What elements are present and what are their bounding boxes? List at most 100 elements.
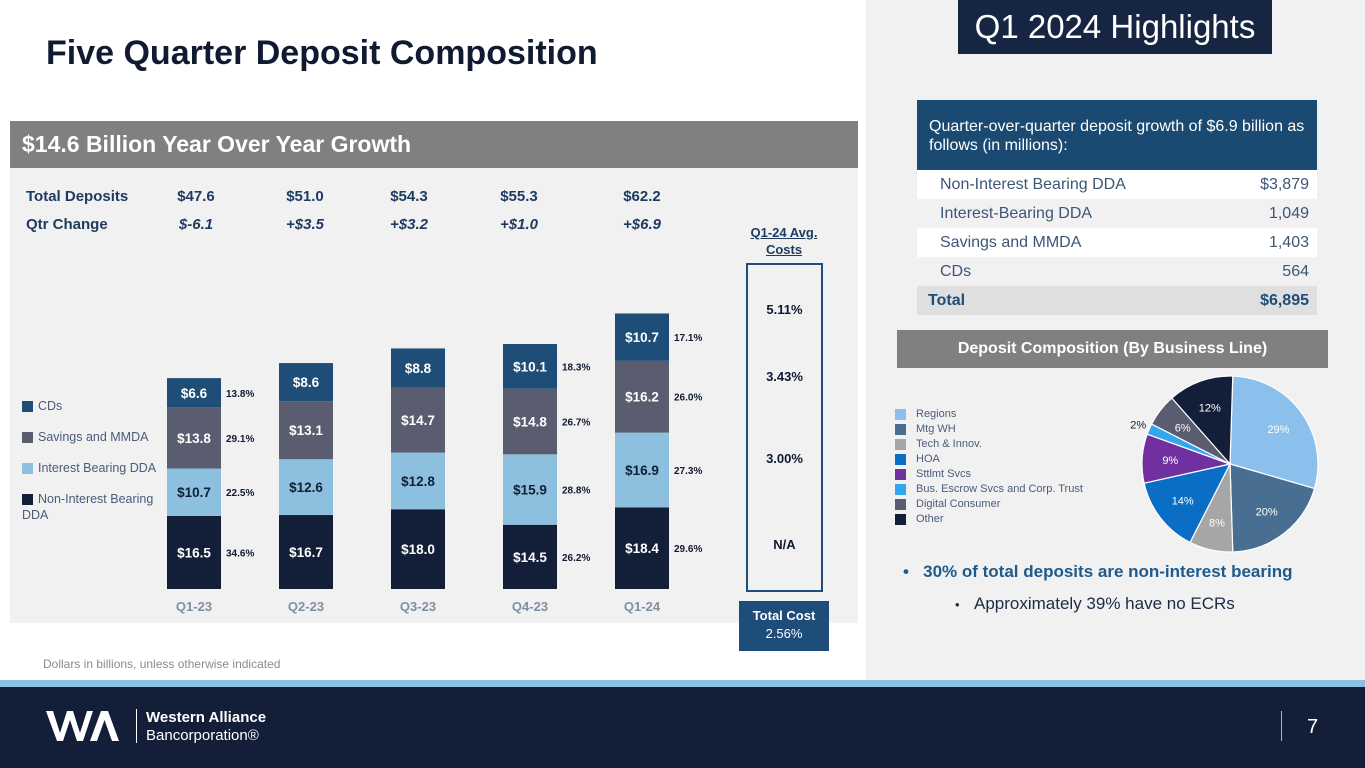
pie-slice-label: 9%: [1162, 455, 1178, 467]
bar-value-label: $13.1: [289, 423, 323, 438]
pie-legend-item: Mtg WH: [895, 422, 1083, 437]
legend-label: CDs: [38, 399, 63, 413]
pie-legend-label: Digital Consumer: [916, 498, 1001, 510]
bar-value-label: $14.8: [513, 415, 547, 430]
bar-pct-label: 13.8%: [226, 389, 254, 400]
pie-legend-swatch: [895, 468, 906, 480]
growth-total-label: Total: [928, 291, 966, 309]
total-cost-box: Total Cost 2.56%: [739, 601, 829, 651]
legend-swatch: [22, 463, 33, 475]
growth-total-row: Total $6,895: [917, 286, 1317, 315]
pie-legend-swatch: [895, 423, 906, 435]
footnote: Dollars in billions, unless otherwise in…: [43, 657, 281, 671]
x-tick-label: Q2-23: [288, 599, 324, 614]
qtr-change-value: +$3.5: [286, 216, 324, 233]
bar-pct-label: 29.1%: [226, 434, 254, 445]
legend-label: Interest Bearing DDA: [38, 461, 157, 475]
bar-value-label: $6.6: [181, 386, 208, 401]
x-tick-label: Q1-23: [176, 599, 212, 614]
bar-segment: [167, 515, 221, 589]
legend-swatch: [22, 494, 33, 506]
bar-pct-label: 26.2%: [562, 553, 590, 564]
pie-legend-item: Sttlmt Svcs: [895, 467, 1083, 482]
pie-slice-label: 20%: [1256, 506, 1278, 518]
pie-slice-label: 6%: [1175, 422, 1191, 434]
pie-legend-item: Digital Consumer: [895, 497, 1083, 512]
total-cost-label: Total Cost: [752, 608, 816, 623]
highlights-label: Q1 2024 Highlights: [958, 0, 1272, 54]
pie-legend-swatch: [895, 498, 906, 510]
bar-pct-label: 18.3%: [562, 362, 590, 373]
pie-legend: Regions Mtg WH Tech & Innov. HOA Sttlmt Svcs…: [895, 407, 1083, 527]
bar-segment: [167, 468, 221, 516]
pie-legend-swatch: [895, 438, 906, 450]
pie-legend-swatch: [895, 483, 906, 495]
bar-value-label: $10.7: [177, 485, 211, 500]
avg-cost-savings: 3.43%: [766, 369, 803, 384]
pie-legend-item: Regions: [895, 407, 1083, 422]
pie-legend-label: Sttlmt Svcs: [916, 468, 972, 480]
pie-slice-label: 12%: [1199, 403, 1221, 415]
bar-segment: [391, 387, 445, 453]
pie-chart: 29% 20% 8% 14% 9% 2% 6% 12%: [1130, 375, 1319, 553]
bar-value-label: $12.6: [289, 480, 323, 495]
footer-bar: [0, 687, 1365, 768]
bar-value-label: $16.7: [289, 545, 323, 560]
x-tick-label: Q1-24: [624, 599, 661, 614]
page-title: Five Quarter Deposit Composition: [46, 34, 598, 72]
growth-banner: $14.6 Billion Year Over Year Growth: [10, 121, 858, 168]
legend-swatch: [22, 401, 33, 413]
bar-value-label: $10.7: [625, 330, 659, 345]
bar-value-label: $14.5: [513, 550, 547, 565]
stacked-bar-chart: $16.5 34.6% $10.7 22.5% $13.8 29.1% $6.6 13.8% Q…: [167, 313, 702, 614]
bullet-text: Approximately 39% have no ECRs: [974, 594, 1235, 613]
bar-segment: [279, 459, 333, 516]
bar-segment: [279, 515, 333, 589]
bar-value-label: $16.5: [177, 545, 211, 560]
total-deposit-value: $55.3: [500, 188, 538, 205]
pie-legend-label: Tech & Innov.: [916, 438, 982, 450]
bar-segment: [391, 509, 445, 589]
bar-value-label: $15.9: [513, 483, 547, 498]
pie-slice-label: 14%: [1172, 496, 1194, 508]
total-cost-value: 2.56%: [765, 626, 803, 641]
bar-pct-label: 26.0%: [674, 393, 702, 404]
bar-pct-label: 17.1%: [674, 333, 702, 344]
pie-legend-label: HOA: [916, 453, 940, 465]
composition-header: Deposit Composition (By Business Line): [897, 330, 1328, 368]
growth-row-label: Interest-Bearing DDA: [940, 204, 1093, 222]
bar-pct-label: 28.8%: [562, 486, 590, 497]
pie-legend-label: Other: [916, 513, 944, 525]
legend-label: Savings and MMDA: [38, 430, 149, 444]
x-tick-label: Q4-23: [512, 599, 548, 614]
bar-segment: [391, 348, 445, 388]
growth-row-label: Savings and MMDA: [940, 233, 1082, 251]
avg-cost-non-interest: N/A: [773, 537, 796, 552]
growth-row: Savings and MMDA 1,403: [917, 228, 1317, 257]
qtr-change-value: $-6.1: [178, 216, 214, 233]
total-deposit-value: $62.2: [623, 188, 661, 205]
growth-row: Non-Interest Bearing DDA $3,879: [917, 170, 1317, 199]
growth-row-label: CDs: [940, 262, 972, 280]
bar-value-label: $13.8: [177, 431, 211, 446]
avg-cost-interest-bearing: 3.00%: [766, 451, 803, 466]
pie-legend-label: Regions: [916, 408, 957, 420]
bar-value-label: $8.8: [405, 361, 432, 376]
growth-total-value: $6,895: [1260, 291, 1309, 309]
qtr-change-label: Qtr Change: [26, 216, 108, 233]
bar-segment: [615, 360, 669, 433]
legend-swatch: [22, 432, 33, 444]
growth-row-value: 1,049: [1268, 204, 1309, 222]
bar-pct-label: 26.7%: [562, 418, 590, 429]
pie-slice: [1170, 375, 1234, 466]
qtr-change-value: +$6.9: [623, 216, 661, 233]
growth-row-value: 564: [1282, 262, 1309, 280]
pie-legend-item: Tech & Innov.: [895, 437, 1083, 452]
pie-slice: [1229, 375, 1319, 490]
pie-legend-swatch: [895, 513, 906, 525]
bar-value-label: $16.9: [625, 463, 659, 478]
bar-value-label: $10.1: [513, 359, 547, 374]
bar-segment: [391, 452, 445, 510]
page-divider: [1281, 711, 1282, 741]
bar-segment: [503, 344, 557, 389]
